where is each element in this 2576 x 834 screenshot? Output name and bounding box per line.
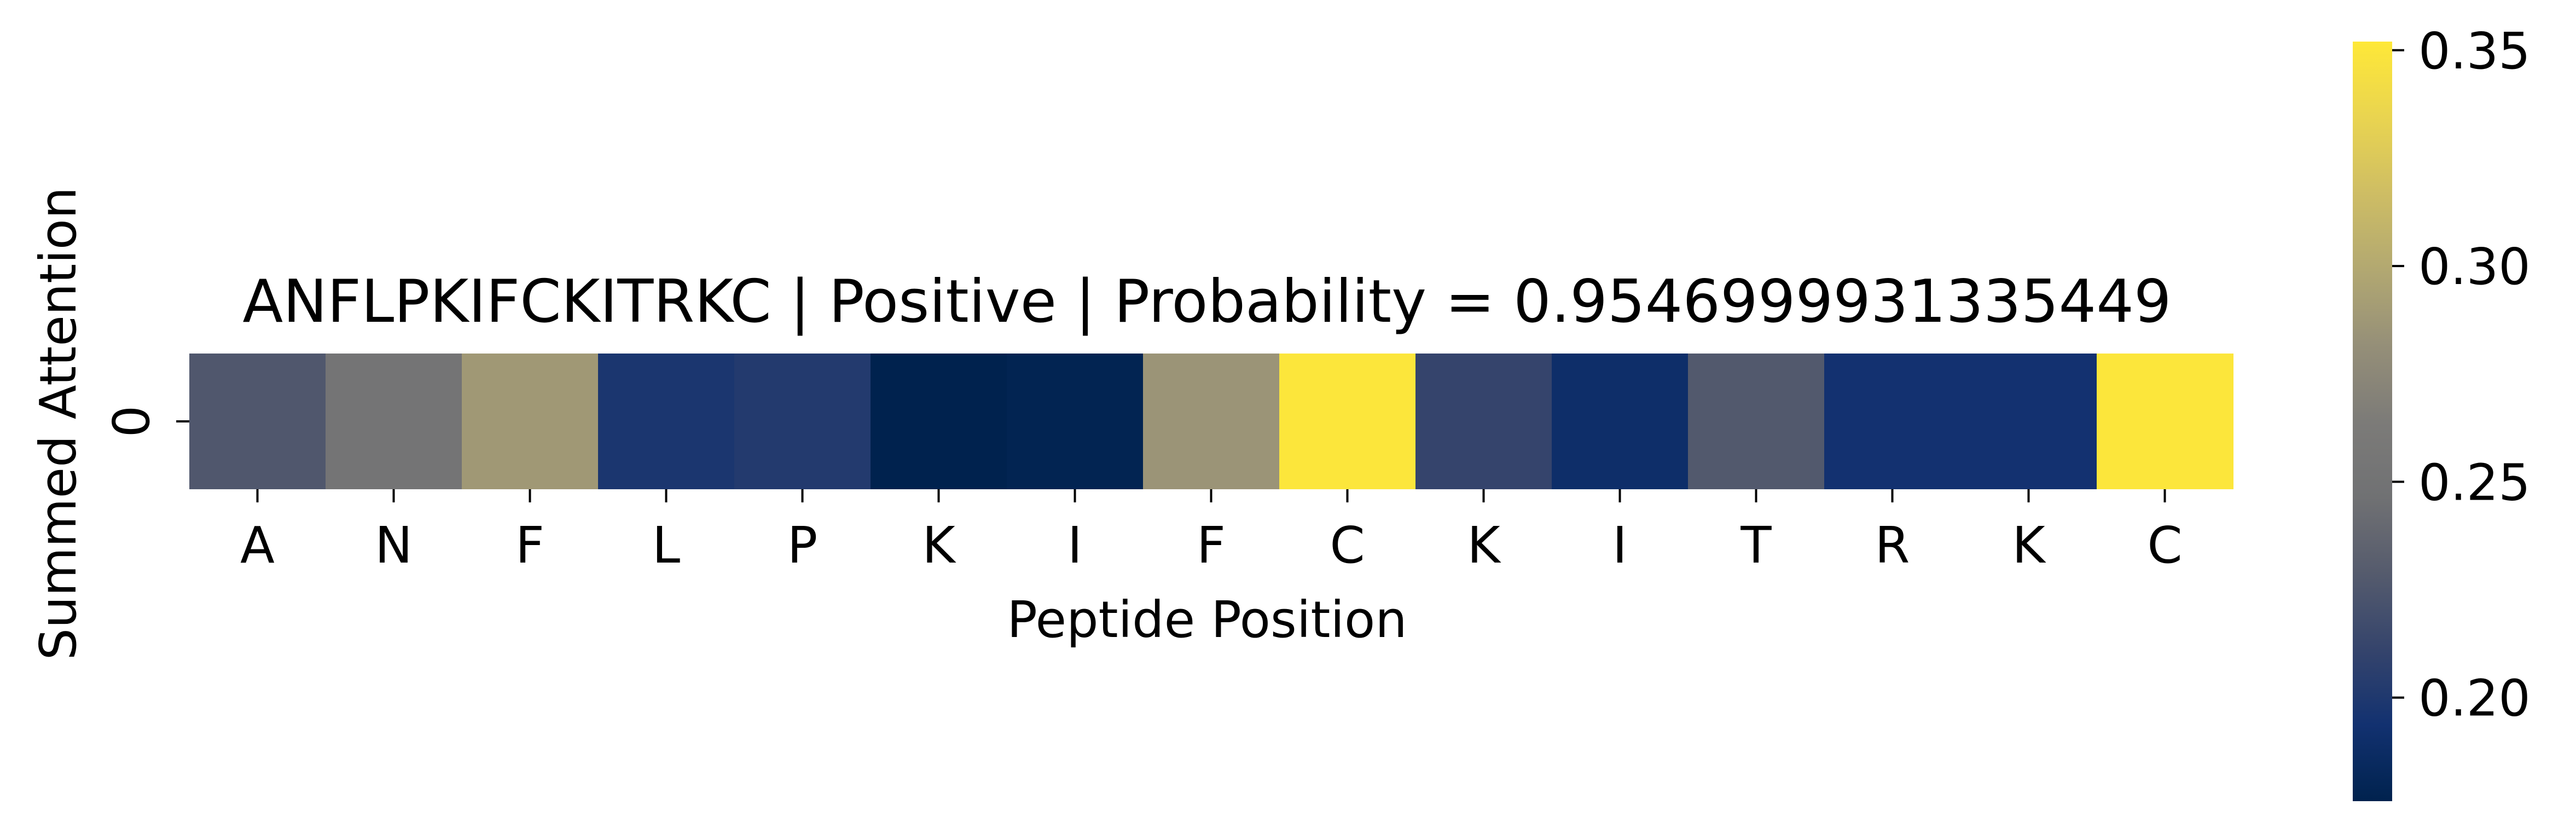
x-tick-label: L xyxy=(652,516,680,575)
heatmap-cell xyxy=(1552,354,1689,489)
x-tick-label: N xyxy=(375,516,413,575)
heatmap-cell xyxy=(189,354,326,489)
heatmap-cells xyxy=(189,354,2233,489)
heatmap-cell xyxy=(326,354,462,489)
x-tick-label: K xyxy=(1467,516,1501,575)
heatmap-cell xyxy=(1824,354,1961,489)
heatmap-cell xyxy=(871,354,1007,489)
colorbar-tick-label: 0.30 xyxy=(2418,238,2531,296)
colorbar-tick-label: 0.25 xyxy=(2418,453,2531,512)
heatmap-cell xyxy=(1688,354,1825,489)
chart-title: ANFLPKIFCKITRKC | Positive | Probability… xyxy=(242,268,2171,336)
heatmap-cell xyxy=(734,354,871,489)
colorbar-tick-label: 0.20 xyxy=(2418,669,2531,728)
x-tick-label: I xyxy=(1612,516,1627,575)
colorbar-ticks: 0.20 0.25 0.30 0.35 xyxy=(2392,22,2531,728)
heatmap-cell xyxy=(1415,354,1552,489)
y-axis-ticks: 0 xyxy=(102,406,189,438)
x-tick-label: K xyxy=(922,516,956,575)
x-tick-label: I xyxy=(1067,516,1082,575)
heatmap-cell xyxy=(1279,354,1416,489)
heatmap-cell xyxy=(1960,354,2097,489)
x-tick-label: C xyxy=(2147,516,2182,575)
y-tick-label: 0 xyxy=(102,406,161,438)
x-tick-label: C xyxy=(1330,516,1365,575)
heatmap-cell xyxy=(2097,354,2233,489)
heatmap-cell xyxy=(1143,354,1280,489)
x-tick-label: F xyxy=(515,516,544,575)
heatmap-cell xyxy=(462,354,599,489)
x-tick-label: A xyxy=(240,516,275,575)
y-axis-label: Summed Attention xyxy=(29,187,88,661)
heatmap-cell xyxy=(1007,354,1144,489)
x-tick-label: K xyxy=(2012,516,2046,575)
colorbar-tick-label: 0.35 xyxy=(2418,22,2531,80)
x-tick-label: R xyxy=(1875,516,1910,575)
x-tick-label: T xyxy=(1740,516,1772,575)
x-axis-label: Peptide Position xyxy=(1007,590,1407,649)
colorbar xyxy=(2353,42,2392,801)
heatmap-cell xyxy=(598,354,735,489)
x-tick-label: F xyxy=(1197,516,1226,575)
x-tick-label: P xyxy=(787,516,817,575)
